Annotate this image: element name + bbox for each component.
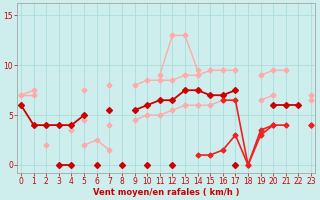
X-axis label: Vent moyen/en rafales ( km/h ): Vent moyen/en rafales ( km/h ) [93, 188, 239, 197]
